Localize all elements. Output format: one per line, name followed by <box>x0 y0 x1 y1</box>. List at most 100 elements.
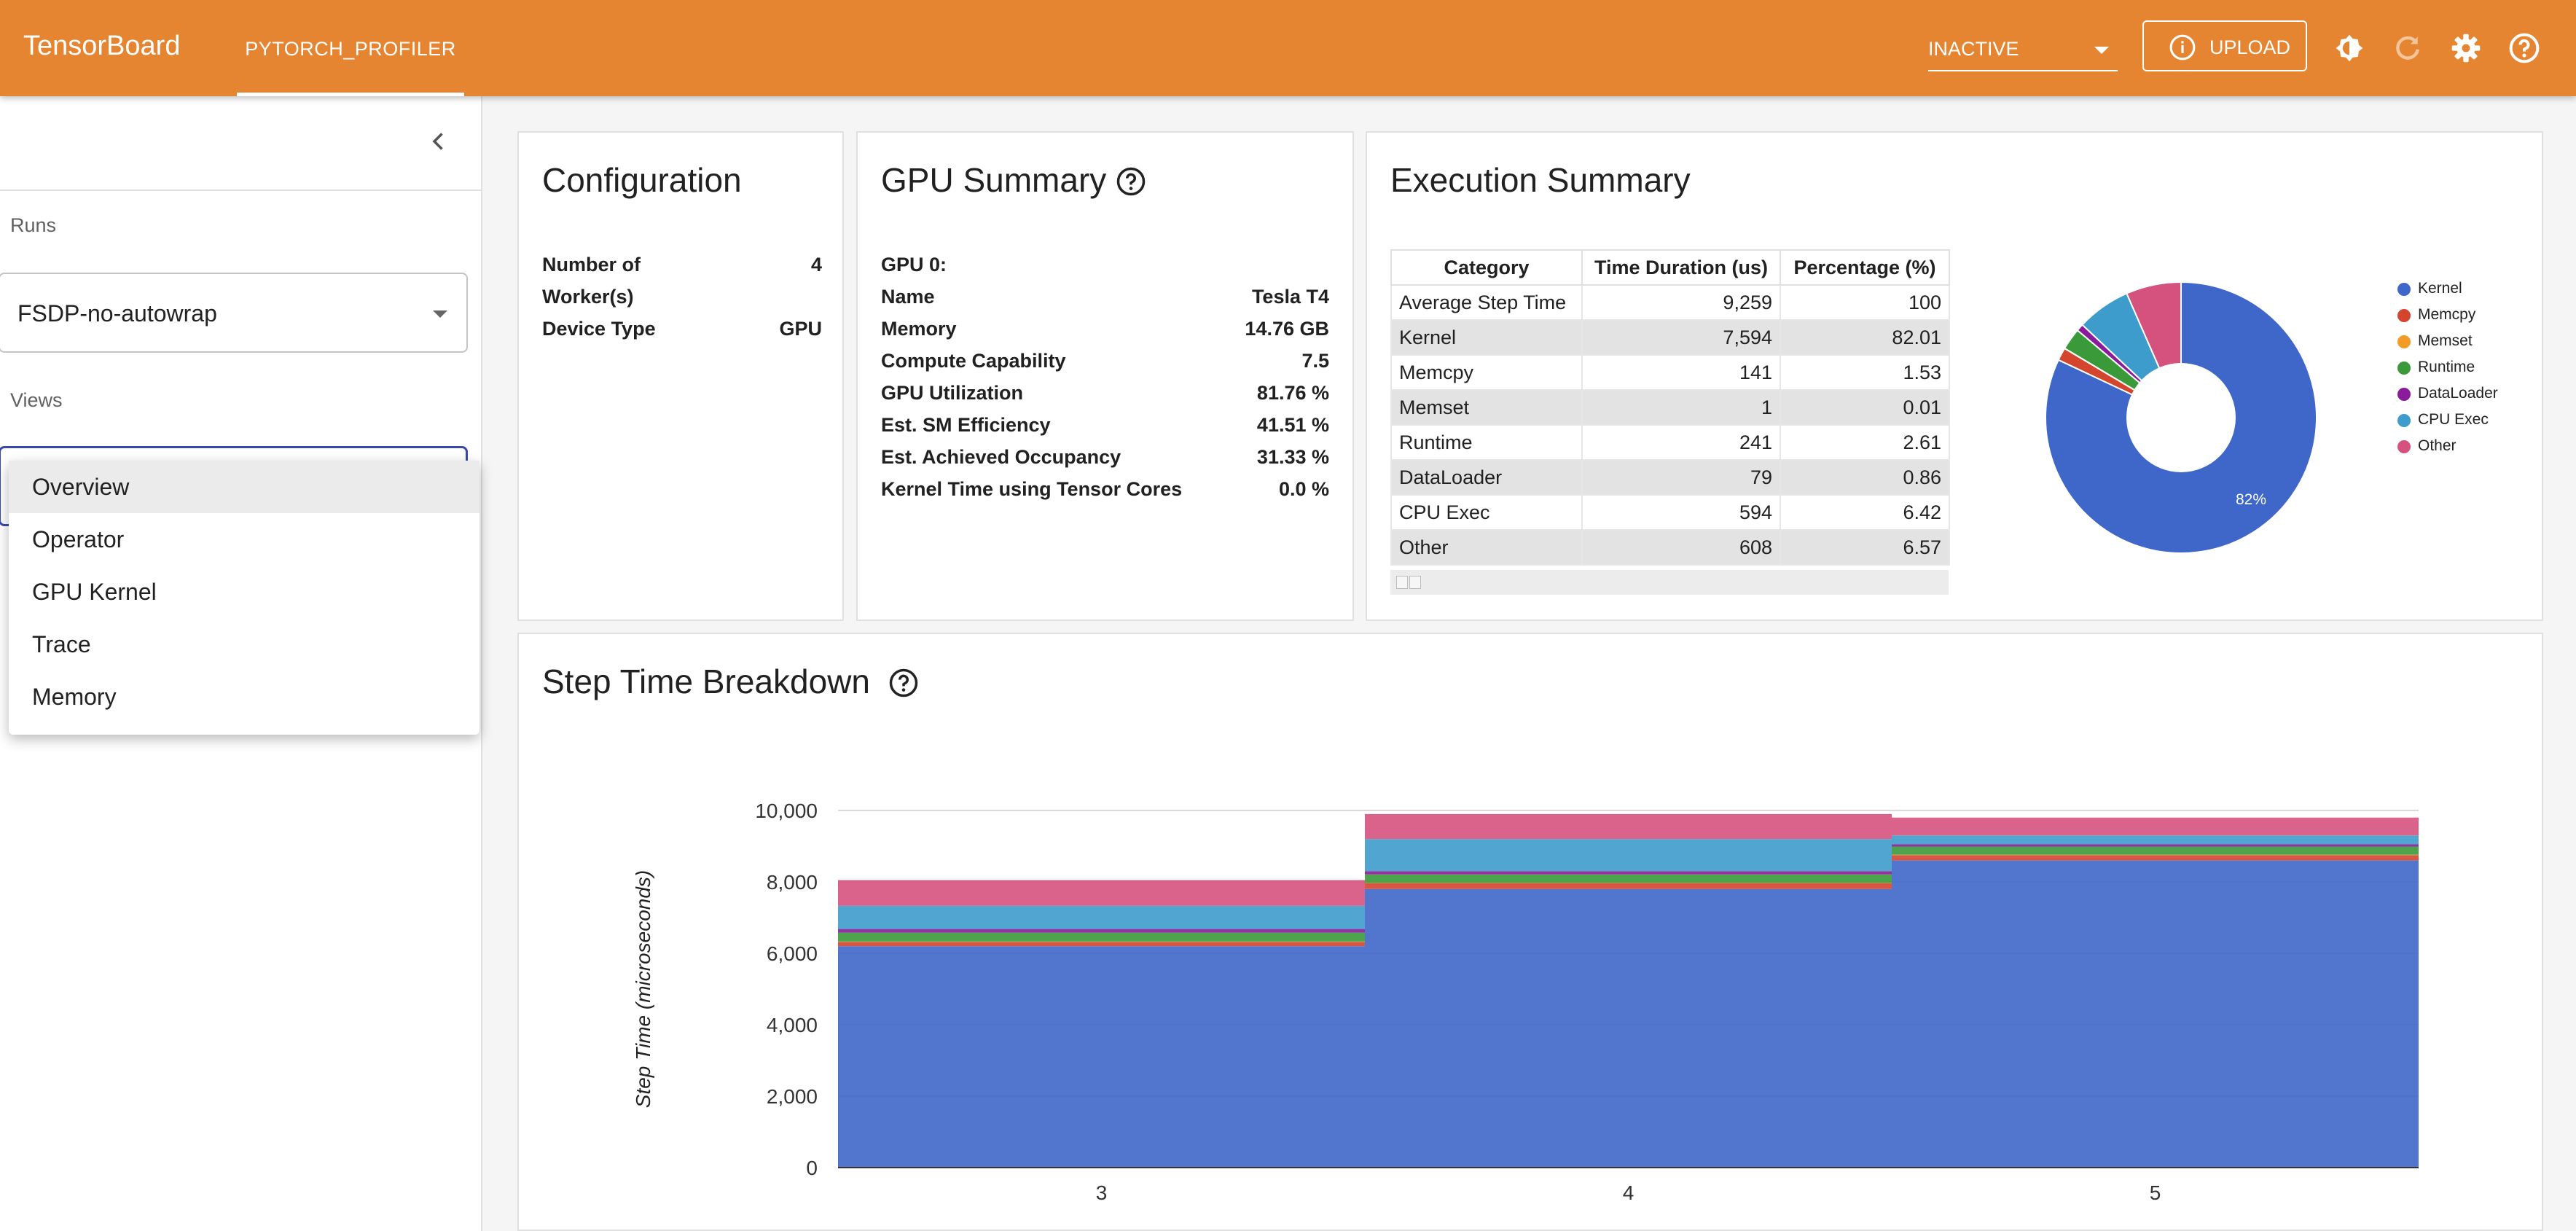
legend-swatch <box>2397 440 2411 453</box>
y-tick-label: 0 <box>806 1157 818 1179</box>
execution-pie-chart: 82% <box>2045 281 2317 554</box>
cell-category: Average Step Time <box>1390 284 1583 321</box>
execution-summary-title: Execution Summary <box>1390 161 1691 199</box>
gpu-row-label: Memory <box>881 318 957 340</box>
theme-toggle-icon[interactable] <box>2333 32 2365 64</box>
cell-duration: 608 <box>1581 529 1781 566</box>
menu-item-operator[interactable]: Operator <box>9 513 479 566</box>
tensorboard-brand[interactable]: TensorBoard <box>23 31 181 61</box>
menu-item-label: Overview <box>32 474 130 500</box>
top-app-bar: TensorBoard PYTORCH_PROFILER INACTIVE UP… <box>0 0 2576 96</box>
cell-category: Memset <box>1390 389 1583 426</box>
views-label: Views <box>10 389 63 411</box>
area-series-other[interactable] <box>838 813 2419 906</box>
help-icon[interactable] <box>888 668 919 698</box>
gpu-row-value: 31.33 % <box>1256 446 1329 468</box>
y-axis-label: Step Time (microseconds) <box>632 870 654 1109</box>
runs-select[interactable]: FSDP-no-autowrap <box>0 273 468 353</box>
cell-category: Runtime <box>1390 424 1583 461</box>
refresh-icon[interactable] <box>2392 32 2424 64</box>
device-type-label: Device Type <box>542 318 656 340</box>
upload-button[interactable]: UPLOAD <box>2142 20 2307 71</box>
cell-duration: 1 <box>1581 389 1781 426</box>
column-header-category[interactable]: Category <box>1390 249 1583 286</box>
workers-label-line1: Number of <box>542 254 641 275</box>
legend-swatch <box>2397 283 2411 296</box>
pager-prev-button[interactable] <box>1396 576 1408 589</box>
active-tab-indicator <box>237 93 464 96</box>
settings-gear-icon[interactable] <box>2450 32 2482 64</box>
column-header-duration[interactable]: Time Duration (us) <box>1581 249 1781 286</box>
cell-percentage: 82.01 <box>1780 319 1950 356</box>
cell-percentage: 1.53 <box>1780 354 1950 391</box>
legend-swatch <box>2397 309 2411 322</box>
area-series-kernel[interactable] <box>838 860 2419 1168</box>
gpu-row-value: 41.51 % <box>1256 414 1329 436</box>
legend-swatch <box>2397 414 2411 427</box>
y-tick-label: 10,000 <box>755 800 818 822</box>
menu-item-label: Trace <box>32 631 91 657</box>
menu-item-label: GPU Kernel <box>32 579 157 605</box>
gpu-row-value: 14.76 GB <box>1245 318 1329 340</box>
info-icon <box>2169 34 2196 60</box>
area-series-cpu-exec[interactable] <box>838 835 2419 929</box>
tab-pytorch-profiler[interactable]: PYTORCH_PROFILER <box>237 0 464 96</box>
gpu-row-label: Est. SM Efficiency <box>881 414 1051 436</box>
y-tick-label: 6,000 <box>767 942 818 965</box>
cell-percentage: 6.57 <box>1780 529 1950 566</box>
legend-label: Other <box>2418 437 2456 454</box>
gpu-summary-card: GPU Summary GPU 0: Name Tesla T4 Memory … <box>856 131 1354 621</box>
cell-percentage: 2.61 <box>1780 424 1950 461</box>
table-row: CPU Exec 594 6.42 <box>1390 494 1950 531</box>
views-dropdown-menu: Overview Operator GPU Kernel Trace Memor… <box>9 461 479 735</box>
table-header-row: Category Time Duration (us) Percentage (… <box>1390 249 1950 286</box>
chevron-left-icon[interactable] <box>426 128 452 155</box>
cell-duration: 7,594 <box>1581 319 1781 356</box>
table-row: Memset 1 0.01 <box>1390 389 1950 426</box>
pie-donut-hole <box>2126 363 2236 472</box>
legend-label: Kernel <box>2418 280 2462 297</box>
table-row: Other 608 6.57 <box>1390 529 1950 566</box>
gpu-header: GPU 0: <box>881 254 947 275</box>
menu-item-memory[interactable]: Memory <box>9 671 479 723</box>
cell-category: Memcpy <box>1390 354 1583 391</box>
menu-item-gpu-kernel[interactable]: GPU Kernel <box>9 566 479 618</box>
tab-pytorch-profiler-label: PYTORCH_PROFILER <box>245 38 456 60</box>
pie-slice-label: 82% <box>2236 491 2266 508</box>
cell-duration: 79 <box>1581 459 1781 496</box>
legend-swatch <box>2397 335 2411 348</box>
column-header-percentage[interactable]: Percentage (%) <box>1780 249 1950 286</box>
cell-percentage: 6.42 <box>1780 494 1950 531</box>
menu-item-overview[interactable]: Overview <box>9 461 479 513</box>
y-tick-label: 2,000 <box>767 1085 818 1108</box>
cell-percentage: 100 <box>1780 284 1950 321</box>
x-tick-label: 5 <box>2150 1181 2161 1204</box>
plugin-state-value: INACTIVE <box>1928 38 2019 60</box>
cell-percentage: 0.86 <box>1780 459 1950 496</box>
execution-summary-table: Category Time Duration (us) Percentage (… <box>1390 249 1950 566</box>
help-icon[interactable] <box>2508 32 2540 64</box>
y-tick-label: 4,000 <box>767 1014 818 1036</box>
sidebar-divider <box>0 189 481 191</box>
legend-label: Memset <box>2418 332 2473 349</box>
runs-select-value: FSDP-no-autowrap <box>17 300 217 327</box>
table-row: DataLoader 79 0.86 <box>1390 459 1950 496</box>
cell-category: Other <box>1390 529 1583 566</box>
legend-swatch <box>2397 362 2411 375</box>
cell-duration: 141 <box>1581 354 1781 391</box>
legend-swatch <box>2397 388 2411 401</box>
table-row: Kernel 7,594 82.01 <box>1390 319 1950 356</box>
chevron-down-icon <box>2094 47 2109 54</box>
menu-item-trace[interactable]: Trace <box>9 618 479 671</box>
pager-next-button[interactable] <box>1409 576 1421 589</box>
gpu-row-value: 7.5 <box>1301 350 1329 372</box>
device-type-value: GPU <box>779 318 822 340</box>
x-tick-label: 4 <box>1623 1181 1635 1204</box>
table-row: Average Step Time 9,259 100 <box>1390 284 1950 321</box>
cell-category: Kernel <box>1390 319 1583 356</box>
gpu-row-label: Compute Capability <box>881 350 1066 372</box>
help-icon[interactable] <box>1116 166 1146 197</box>
cell-duration: 241 <box>1581 424 1781 461</box>
plugin-state-select[interactable]: INACTIVE <box>1928 29 2118 71</box>
legend-label: Runtime <box>2418 359 2475 375</box>
